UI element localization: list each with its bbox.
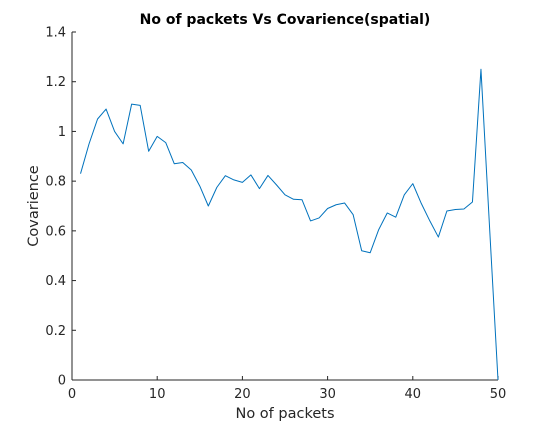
x-tick-label: 10 — [149, 387, 166, 402]
y-tick-label: 0.2 — [45, 324, 66, 339]
y-tick-label: 0.6 — [45, 224, 66, 239]
x-tick-label: 40 — [405, 387, 422, 402]
x-tick-label: 0 — [68, 387, 76, 402]
y-tick-label: 0.4 — [45, 274, 66, 289]
y-tick-label: 1 — [58, 125, 66, 140]
series-layer — [81, 69, 498, 380]
x-axis-title: No of packets — [235, 406, 334, 422]
axes — [72, 32, 498, 380]
y-tick-label: 1.4 — [45, 26, 66, 41]
x-tick-label: 50 — [490, 387, 507, 402]
axis-ticks: 0 10 20 30 40 50 0 0.2 0.4 0.6 0.8 1 1.2 1.4 — [45, 26, 506, 403]
y-tick-label: 1.2 — [45, 75, 66, 90]
y-tick-label: 0 — [58, 374, 66, 389]
series-line — [81, 69, 498, 380]
x-tick-label: 20 — [234, 387, 251, 402]
y-tick-label: 0.8 — [45, 175, 66, 190]
y-axis-title: Covarience — [26, 165, 42, 247]
x-tick-label: 30 — [319, 387, 336, 402]
chart-title: No of packets Vs Covarience(spatial) — [140, 12, 431, 28]
